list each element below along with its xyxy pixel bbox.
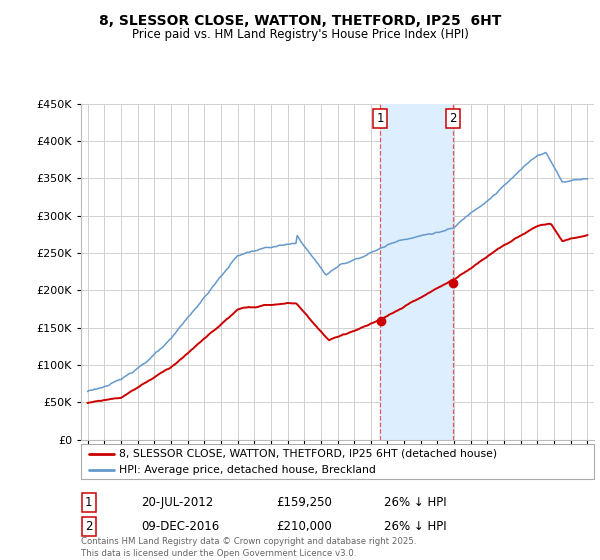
Text: Price paid vs. HM Land Registry's House Price Index (HPI): Price paid vs. HM Land Registry's House … <box>131 28 469 41</box>
Bar <box>380 104 453 440</box>
Text: 1: 1 <box>85 496 92 509</box>
Text: £210,000: £210,000 <box>276 520 332 533</box>
Text: 2: 2 <box>449 112 457 125</box>
Text: 26% ↓ HPI: 26% ↓ HPI <box>384 496 446 509</box>
Text: 26% ↓ HPI: 26% ↓ HPI <box>384 520 446 533</box>
Text: 1: 1 <box>376 112 384 125</box>
Text: 2: 2 <box>85 520 92 533</box>
Text: 8, SLESSOR CLOSE, WATTON, THETFORD, IP25 6HT (detached house): 8, SLESSOR CLOSE, WATTON, THETFORD, IP25… <box>119 449 497 459</box>
Text: Contains HM Land Registry data © Crown copyright and database right 2025.
This d: Contains HM Land Registry data © Crown c… <box>81 537 416 558</box>
Text: HPI: Average price, detached house, Breckland: HPI: Average price, detached house, Brec… <box>119 465 376 475</box>
Text: 09-DEC-2016: 09-DEC-2016 <box>141 520 219 533</box>
Text: £159,250: £159,250 <box>276 496 332 509</box>
Text: 8, SLESSOR CLOSE, WATTON, THETFORD, IP25  6HT: 8, SLESSOR CLOSE, WATTON, THETFORD, IP25… <box>99 14 501 28</box>
FancyBboxPatch shape <box>81 444 594 479</box>
Text: 20-JUL-2012: 20-JUL-2012 <box>141 496 213 509</box>
